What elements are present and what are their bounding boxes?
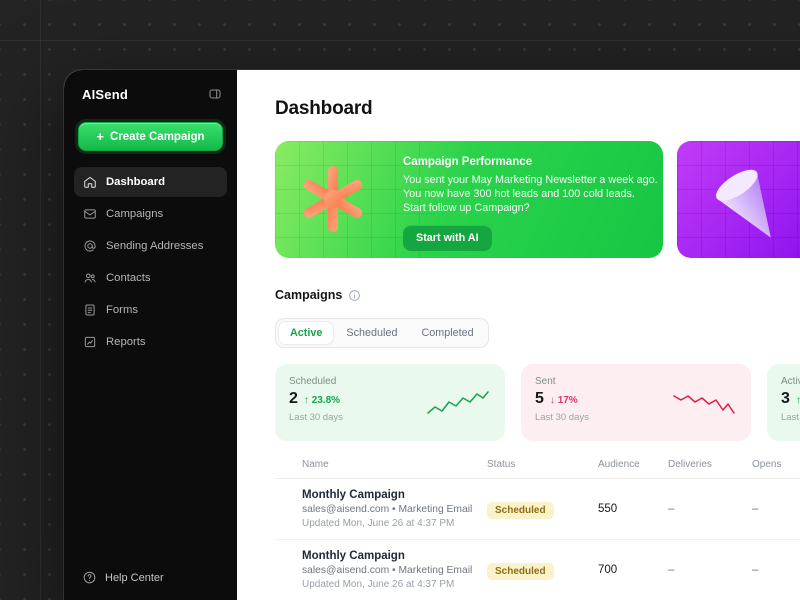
audience-value: 700: [598, 564, 618, 576]
main-content: Dashboard: [237, 70, 800, 600]
campaigns-table: Name Status Audience Deliveries Opens Mo…: [275, 459, 800, 600]
stat-delta: ↑ 23.8%: [303, 395, 341, 406]
cone-3d-icon: [697, 151, 797, 256]
background-grid-line: [0, 40, 800, 41]
mail-icon: [83, 207, 97, 221]
stat-card-scheduled[interactable]: Scheduled 2 ↑ 23.8% Last 30 days: [275, 364, 505, 441]
audience-value: 550: [598, 503, 618, 515]
stat-delta: ↓ 17%: [549, 395, 578, 406]
sidebar-item-sending-addresses[interactable]: Sending Addresses: [74, 231, 227, 261]
status-badge: Scheduled: [487, 501, 554, 519]
status-badge: Scheduled: [487, 562, 554, 580]
stat-card-active[interactable]: Active 3 ↑ 1 Last 30 days: [767, 364, 800, 441]
sidebar-item-label: Dashboard: [106, 176, 166, 188]
sparkline-red: [673, 395, 735, 414]
campaign-meta: sales@aisend.com • Marketing Email: [302, 504, 473, 515]
reports-icon: [83, 335, 97, 349]
help-center-label: Help Center: [105, 571, 164, 584]
campaign-performance-banner: Campaign Performance You sent your May M…: [275, 141, 663, 258]
column-name: Name: [302, 459, 329, 470]
column-deliveries: Deliveries: [668, 459, 712, 470]
sidebar-item-label: Contacts: [106, 272, 151, 284]
sidebar-item-campaigns[interactable]: Campaigns: [74, 199, 227, 229]
deliveries-value: –: [668, 564, 675, 576]
stat-value: 2: [289, 390, 298, 407]
stat-label: Scheduled: [289, 376, 337, 387]
sidebar-nav: Dashboard Campaigns Sending Addresses Co…: [64, 167, 237, 357]
campaign-updated: Updated Mon, June 26 at 4:37 PM: [302, 518, 455, 529]
plus-icon: +: [96, 129, 104, 144]
contacts-icon: [83, 271, 97, 285]
section-title: Campaigns: [275, 288, 343, 302]
page-title: Dashboard: [275, 98, 373, 119]
stat-label: Sent: [535, 376, 556, 387]
sidebar-item-label: Sending Addresses: [106, 240, 204, 252]
background-grid-line: [40, 0, 41, 600]
deliveries-value: –: [668, 503, 675, 515]
sidebar: AISend + Create Campaign Dashboard: [64, 70, 237, 600]
arrow-down-icon: ↓: [549, 395, 555, 406]
stat-value: 3: [781, 390, 790, 407]
campaign-name: Monthly Campaign: [302, 550, 405, 562]
column-audience: Audience: [598, 459, 640, 470]
table-header: Name Status Audience Deliveries Opens: [275, 459, 800, 479]
forms-icon: [83, 303, 97, 317]
flower-3d-icon: [297, 163, 369, 240]
start-with-ai-button[interactable]: Start with AI: [403, 225, 492, 251]
stat-cards: Scheduled 2 ↑ 23.8% Last 30 days Sent 5 …: [275, 364, 800, 441]
stat-period: Last 30 days: [781, 412, 800, 423]
column-status: Status: [487, 459, 516, 470]
sidebar-item-label: Campaigns: [106, 208, 164, 220]
sidebar-item-contacts[interactable]: Contacts: [74, 263, 227, 293]
stat-card-sent[interactable]: Sent 5 ↓ 17% Last 30 days: [521, 364, 751, 441]
stat-period: Last 30 days: [289, 412, 343, 423]
tab-scheduled[interactable]: Scheduled: [346, 327, 398, 339]
create-campaign-label: Create Campaign: [110, 130, 205, 143]
stat-delta: ↑ 1: [796, 395, 800, 406]
sidebar-item-dashboard[interactable]: Dashboard: [74, 167, 227, 197]
stat-period: Last 30 days: [535, 412, 589, 423]
sidebar-item-label: Reports: [106, 336, 146, 348]
table-row[interactable]: Monthly Campaign sales@aisend.com • Mark…: [275, 479, 800, 540]
sidebar-item-forms[interactable]: Forms: [74, 295, 227, 325]
promo-card: [677, 141, 800, 258]
sidebar-item-label: Forms: [106, 304, 139, 316]
campaign-updated: Updated Mon, June 26 at 4:37 PM: [302, 579, 455, 590]
at-icon: [83, 239, 97, 253]
help-icon: [82, 570, 97, 585]
banner-title: Campaign Performance: [403, 156, 533, 168]
opens-value: –: [752, 564, 759, 576]
opens-value: –: [752, 503, 759, 515]
stat-label: Active: [781, 376, 800, 387]
app-window: AISend + Create Campaign Dashboard: [64, 70, 800, 600]
sidebar-item-reports[interactable]: Reports: [74, 327, 227, 357]
table-row[interactable]: Monthly Campaign sales@aisend.com • Mark…: [275, 540, 800, 600]
sidebar-toggle-icon[interactable]: [207, 86, 223, 102]
campaign-meta: sales@aisend.com • Marketing Email: [302, 565, 473, 576]
arrow-up-icon: ↑: [795, 395, 800, 406]
stat-value: 5: [535, 390, 544, 407]
app-logo: AISend: [82, 86, 128, 102]
campaign-tabs: Active Scheduled Completed: [275, 318, 489, 348]
column-opens: Opens: [752, 459, 782, 470]
tab-completed[interactable]: Completed: [421, 327, 474, 339]
create-campaign-button[interactable]: + Create Campaign: [78, 122, 223, 151]
sparkline-green: [427, 391, 489, 414]
campaign-name: Monthly Campaign: [302, 489, 405, 501]
home-icon: [83, 175, 97, 189]
help-center[interactable]: Help Center: [64, 570, 237, 600]
info-icon[interactable]: [348, 289, 361, 302]
arrow-up-icon: ↑: [303, 395, 309, 406]
tab-active[interactable]: Active: [279, 322, 334, 344]
banner-body: You sent your May Marketing Newsletter a…: [403, 174, 658, 214]
